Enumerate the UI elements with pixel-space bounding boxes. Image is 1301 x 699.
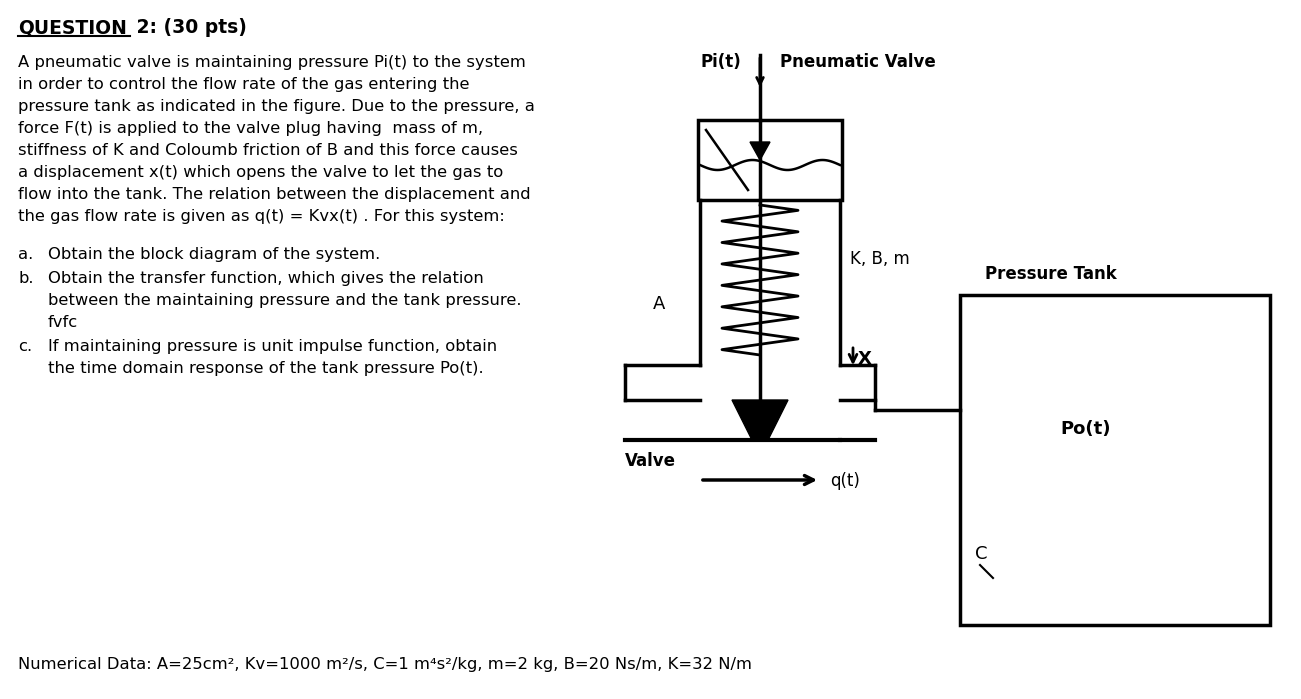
Text: pressure tank as indicated in the figure. Due to the pressure, a: pressure tank as indicated in the figure… <box>18 99 535 114</box>
Text: 2: (30 pts): 2: (30 pts) <box>130 18 247 37</box>
Text: Numerical Data: A=25cm², Kv=1000 m²/s, C=1 m⁴s²/kg, m=2 kg, B=20 Ns/m, K=32 N/m: Numerical Data: A=25cm², Kv=1000 m²/s, C… <box>18 657 752 672</box>
Text: Pi(t): Pi(t) <box>700 53 740 71</box>
Text: a displacement x(t) which opens the valve to let the gas to: a displacement x(t) which opens the valv… <box>18 165 503 180</box>
Text: a.: a. <box>18 247 34 262</box>
Text: in order to control the flow rate of the gas entering the: in order to control the flow rate of the… <box>18 77 470 92</box>
Text: Po(t): Po(t) <box>1060 420 1111 438</box>
Text: A: A <box>653 295 665 313</box>
Text: Pressure Tank: Pressure Tank <box>985 265 1116 283</box>
Text: K, B, m: K, B, m <box>850 250 909 268</box>
Text: C: C <box>974 545 987 563</box>
Text: between the maintaining pressure and the tank pressure.: between the maintaining pressure and the… <box>48 293 522 308</box>
Text: Valve: Valve <box>624 452 677 470</box>
Polygon shape <box>749 142 770 160</box>
Bar <box>960 295 1270 625</box>
Text: Obtain the transfer function, which gives the relation: Obtain the transfer function, which give… <box>48 271 484 286</box>
Text: b.: b. <box>18 271 34 286</box>
Text: QUESTION: QUESTION <box>18 18 127 37</box>
Text: the time domain response of the tank pressure Po(t).: the time domain response of the tank pre… <box>48 361 484 376</box>
Text: the gas flow rate is given as q(t) = Kvx(t) . For this system:: the gas flow rate is given as q(t) = Kvx… <box>18 209 505 224</box>
Text: A pneumatic valve is maintaining pressure Pi(t) to the system: A pneumatic valve is maintaining pressur… <box>18 55 526 70</box>
Text: Obtain the block diagram of the system.: Obtain the block diagram of the system. <box>48 247 380 262</box>
Text: If maintaining pressure is unit impulse function, obtain: If maintaining pressure is unit impulse … <box>48 339 497 354</box>
Text: q(t): q(t) <box>830 472 860 490</box>
Text: stiffness of K and Coloumb friction of B and this force causes: stiffness of K and Coloumb friction of B… <box>18 143 518 158</box>
Text: c.: c. <box>18 339 33 354</box>
Polygon shape <box>732 400 788 440</box>
Text: force F(t) is applied to the valve plug having  mass of m,: force F(t) is applied to the valve plug … <box>18 121 483 136</box>
Text: fvfc: fvfc <box>48 315 78 330</box>
Bar <box>699 120 842 200</box>
Text: Pneumatic Valve: Pneumatic Valve <box>781 53 935 71</box>
Text: flow into the tank. The relation between the displacement and: flow into the tank. The relation between… <box>18 187 531 202</box>
Text: X: X <box>857 350 872 368</box>
